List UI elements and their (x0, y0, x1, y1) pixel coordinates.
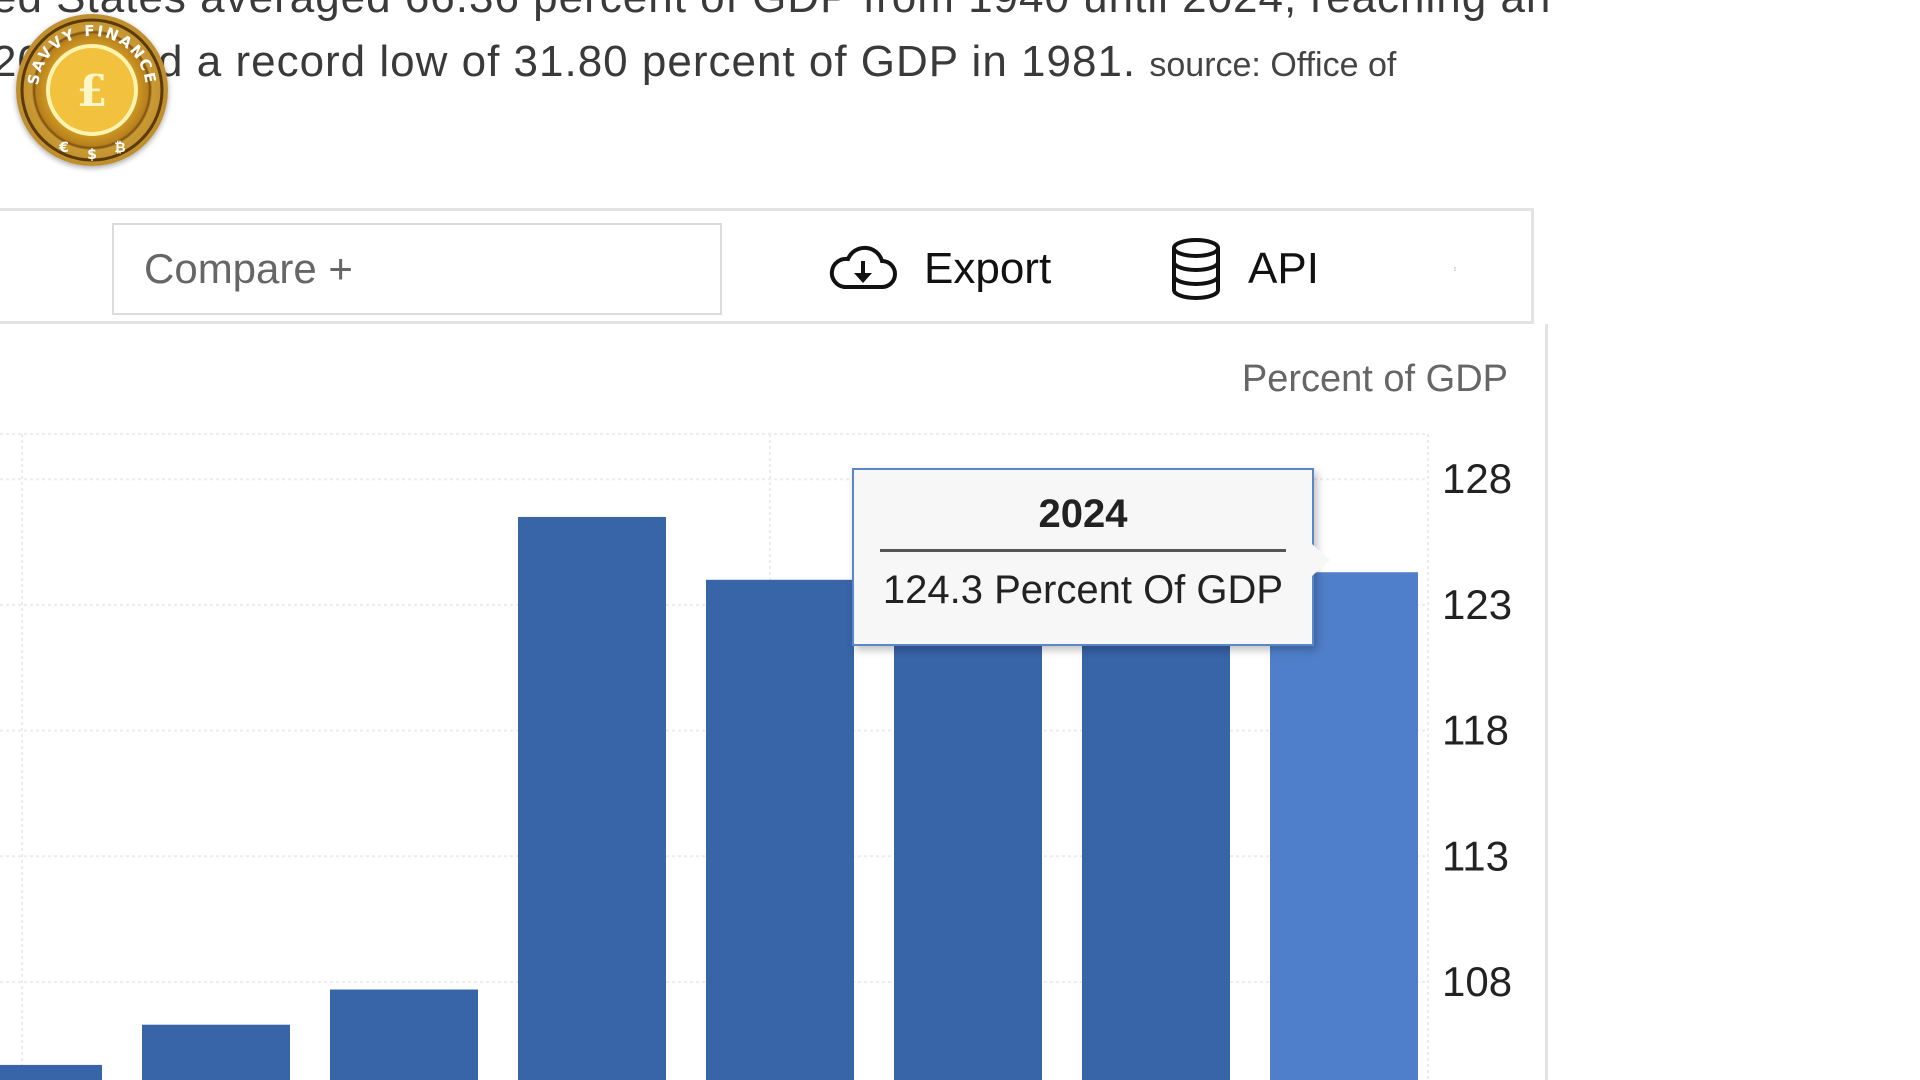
database-icon (1172, 238, 1220, 300)
bar (0, 1064, 102, 1080)
logo-pound-symbol: £ (77, 66, 108, 117)
export-label: Export (924, 244, 1052, 293)
bar-chart: 108 113 118 123 128 Percent of GDP (0, 358, 1512, 1080)
api-button[interactable]: API (1170, 225, 1319, 313)
chart-toolbar: Compare + Export API (0, 208, 1534, 324)
intro-line-2-text: 2020 and a record low of 31.80 percent o… (0, 37, 1137, 86)
bar (1270, 572, 1418, 1080)
y-tick-label: 113 (1442, 832, 1509, 879)
intro-line-1: ed States averaged 66.36 percent of GDP … (0, 0, 1550, 30)
savvy-finance-logo: SAVVY FINANCE £ € $ ₿ (16, 14, 168, 166)
y-tick-label: 128 (1442, 455, 1512, 502)
intro-text: ed States averaged 66.36 percent of GDP … (0, 0, 1550, 97)
bar (894, 609, 1042, 1080)
tooltip-value: 124.3 Percent Of GDP (882, 568, 1284, 612)
y-tick-label: 123 (1442, 581, 1512, 628)
cloud-download-icon (829, 245, 897, 289)
chart-area: 108 113 118 123 128 Percent of GDP (0, 324, 1548, 1080)
intro-line-2: 2020 and a record low of 31.80 percent o… (0, 30, 1540, 97)
y-axis-label: Percent of GDP (1242, 358, 1508, 400)
logo-currency-symbol: € (58, 140, 69, 156)
chart-tooltip: 2024 124.3 Percent Of GDP (852, 468, 1330, 646)
source-link[interactable]: source: Office of (1149, 46, 1397, 84)
api-label: API (1248, 244, 1319, 293)
bar (142, 1024, 290, 1080)
vertical-dots-icon (1454, 267, 1456, 271)
export-button[interactable]: Export (826, 225, 1051, 313)
logo-currency-symbol: ₿ (114, 140, 125, 156)
compare-input[interactable]: Compare + (112, 223, 722, 315)
bar (1082, 609, 1230, 1080)
y-tick-label: 118 (1442, 707, 1509, 754)
logo-currency-symbol: $ (87, 147, 97, 163)
bar (518, 516, 666, 1080)
bar (330, 989, 478, 1080)
bar (706, 579, 854, 1080)
tooltip-year: 2024 (880, 492, 1286, 552)
more-options-button[interactable] (1454, 239, 1482, 299)
y-tick-label: 108 (1442, 958, 1512, 1005)
